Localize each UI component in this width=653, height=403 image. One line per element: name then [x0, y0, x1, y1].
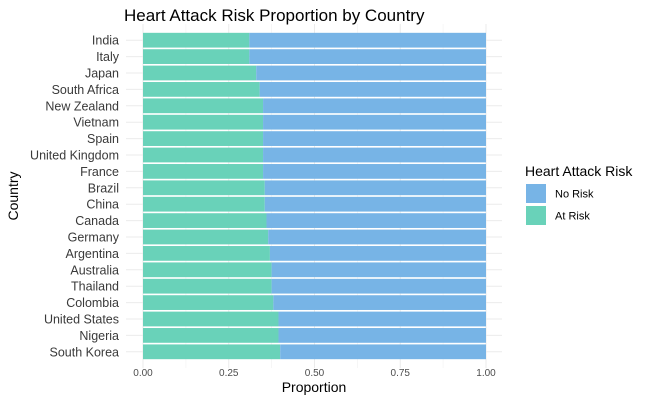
legend-label: At Risk [555, 211, 590, 223]
y-tick-label: Spain [87, 132, 119, 146]
bar-no-risk [263, 147, 486, 163]
legend-swatch [526, 184, 546, 203]
y-tick-label: Vietnam [73, 116, 119, 130]
bar-at-risk [143, 229, 269, 245]
y-tick-labels: India Italy Japan South Africa New Zealand Vi… [30, 34, 120, 360]
y-tick-label: South Korea [50, 345, 120, 359]
bar-no-risk [269, 246, 486, 261]
bar-no-risk [249, 32, 486, 48]
y-tick-label: Japan [85, 67, 119, 81]
bar-at-risk [143, 49, 250, 64]
bar-no-risk [280, 344, 486, 360]
bar-no-risk [263, 131, 486, 146]
y-tick-label: Brazil [88, 181, 119, 195]
x-tick-labels: 0.00 0.25 0.50 0.75 1.00 [133, 368, 496, 379]
bar-no-risk [278, 311, 486, 327]
x-tick-label: 0.00 [133, 368, 153, 379]
bar-no-risk [264, 196, 486, 212]
bar-at-risk [143, 213, 267, 228]
bar-at-risk [143, 344, 281, 360]
y-tick-label: Italy [96, 50, 120, 64]
bar-at-risk [143, 311, 279, 327]
y-tick-label: Nigeria [79, 329, 119, 343]
bar-at-risk [143, 180, 265, 196]
y-tick-label: France [80, 165, 119, 179]
bar-no-risk [263, 98, 486, 114]
bar-at-risk [143, 65, 257, 81]
bar-at-risk [143, 98, 264, 114]
y-tick-label: United Kingdom [30, 149, 119, 163]
y-tick-label: China [86, 198, 119, 212]
y-tick-label: Germany [68, 231, 120, 245]
chart-title: Heart Attack Risk Proportion by Country [124, 6, 425, 25]
y-tick-label: India [92, 34, 119, 48]
bar-no-risk [278, 328, 486, 343]
bar-at-risk [143, 328, 279, 343]
x-tick-label: 1.00 [476, 368, 496, 379]
y-tick-label: New Zealand [45, 99, 119, 113]
x-tick-label: 0.50 [305, 368, 325, 379]
y-tick-label: Argentina [65, 247, 119, 261]
bar-at-risk [143, 147, 264, 163]
x-tick-label: 0.25 [219, 368, 239, 379]
bar-no-risk [264, 180, 486, 196]
bar-at-risk [143, 114, 264, 130]
bar-no-risk [263, 114, 486, 130]
bars [143, 32, 486, 360]
y-tick-label: Thailand [71, 280, 119, 294]
bar-no-risk [266, 213, 486, 228]
bar-no-risk [273, 295, 486, 310]
y-tick-label: United States [44, 313, 119, 327]
legend-label: No Risk [555, 189, 594, 201]
bar-at-risk [143, 32, 250, 48]
y-tick-label: Colombia [66, 296, 119, 310]
bar-no-risk [271, 278, 486, 294]
bar-at-risk [143, 295, 274, 310]
bar-at-risk [143, 131, 264, 146]
x-axis-title: Proportion [282, 379, 347, 395]
y-tick-label: Australia [70, 263, 119, 277]
bar-no-risk [263, 164, 486, 179]
x-tick-label: 0.75 [391, 368, 411, 379]
bar-no-risk [271, 262, 486, 278]
bar-no-risk [259, 82, 486, 97]
bar-at-risk [143, 164, 264, 179]
y-tick-label: Canada [75, 214, 119, 228]
legend-title: Heart Attack Risk [525, 163, 633, 179]
bar-at-risk [143, 196, 265, 212]
legend-swatch [526, 206, 546, 225]
y-tick-label: South Africa [52, 83, 119, 97]
bar-no-risk [268, 229, 486, 245]
bar-no-risk [249, 49, 486, 64]
bar-no-risk [256, 65, 486, 81]
bar-at-risk [143, 246, 270, 261]
bar-at-risk [143, 262, 272, 278]
bar-at-risk [143, 278, 272, 294]
legend: Heart Attack Risk No Risk At Risk [525, 163, 633, 225]
y-axis-title: Country [5, 171, 21, 220]
bar-at-risk [143, 82, 260, 97]
